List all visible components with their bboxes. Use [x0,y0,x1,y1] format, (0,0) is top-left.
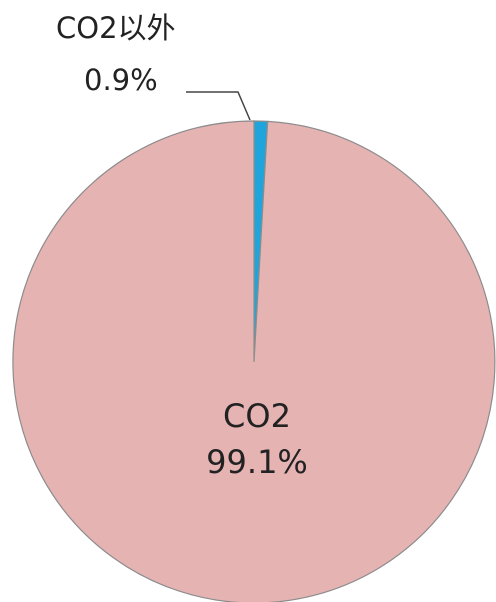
pie-slice-co2 [12,120,496,602]
pie-slices [12,120,496,602]
leader-line-co2-other [186,91,251,121]
slice-value-co2-other: 0.9% [84,63,158,97]
slice-label-co2: CO2 [223,397,291,435]
slice-value-co2: 99.1% [206,443,308,481]
slice-label-co2-other: CO2以外 [56,11,176,45]
